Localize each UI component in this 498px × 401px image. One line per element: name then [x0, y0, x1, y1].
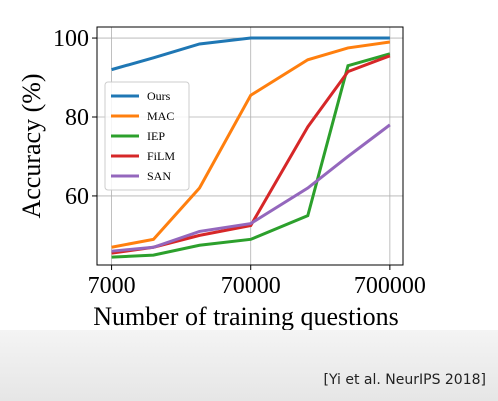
- citation: [Yi et al. NeurIPS 2018]: [323, 372, 487, 388]
- y-tick-label: 80: [65, 105, 89, 131]
- legend-box: [104, 81, 190, 191]
- series-line: [111, 123, 391, 253]
- y-tick-label: 60: [65, 184, 89, 210]
- series-line: [111, 36, 390, 72]
- legend-label: Ours: [147, 89, 171, 103]
- y-tick-label: 100: [53, 26, 89, 52]
- legend-label: FiLM: [147, 149, 175, 163]
- series-line: [111, 40, 391, 249]
- x-tick-label: 700000: [354, 273, 426, 299]
- footer-band: [0, 330, 498, 401]
- chart: Number of training questions Accuracy (%…: [17, 26, 426, 330]
- plot-frame: [96, 26, 404, 266]
- legend-label: SAN: [147, 169, 171, 183]
- x-axis-label: Number of training questions: [93, 302, 398, 330]
- legend-label: MAC: [147, 109, 174, 123]
- x-tick-label: 70000: [221, 273, 281, 299]
- y-axis-label: Accuracy (%): [17, 73, 46, 218]
- series-line: [111, 52, 391, 259]
- legend-label: IEP: [147, 129, 165, 143]
- x-tick-label: 7000: [88, 273, 136, 299]
